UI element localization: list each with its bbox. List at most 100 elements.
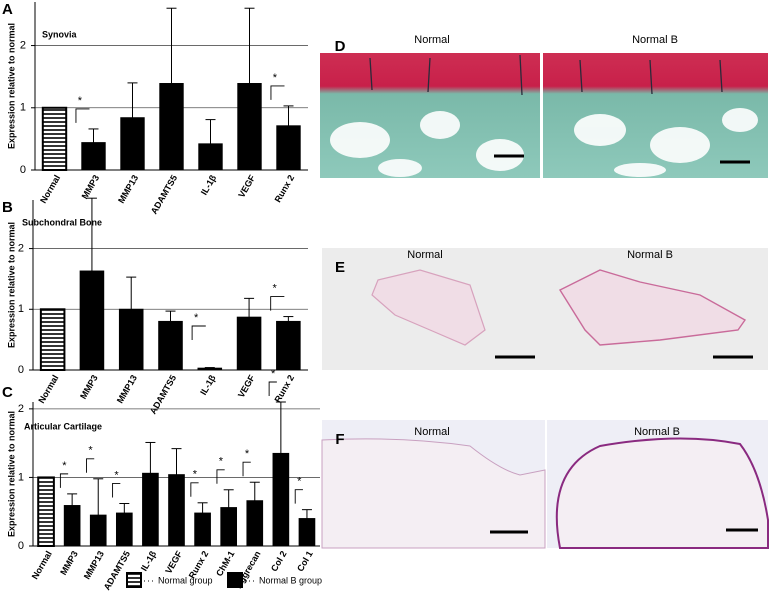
x-tick-label: MMP3: [58, 549, 80, 577]
chart-title: Subchondral Bone: [22, 217, 102, 227]
significance-mark: *: [193, 469, 198, 481]
panel-label: B: [2, 199, 13, 216]
tissue: [321, 438, 546, 549]
x-tick-label: IL-1β: [199, 173, 219, 197]
panel-label: C: [2, 384, 13, 401]
x-tick-label: Col 2: [269, 549, 289, 573]
image-label: Normal: [414, 426, 449, 438]
significance-bracket: [268, 381, 277, 396]
significance-mark: *: [62, 460, 67, 472]
image-label: Normal B: [634, 426, 680, 438]
significance-bracket: [191, 325, 206, 340]
x-tick-label: MMP13: [116, 173, 140, 205]
bar: [81, 142, 106, 171]
x-tick-label: VEGF: [236, 173, 257, 200]
bar: [220, 507, 238, 547]
x-tick-label: MMP3: [80, 173, 102, 201]
x-tick-label: Normal: [36, 373, 60, 405]
histology-panels: [320, 25, 769, 549]
y-tick-label: 0: [18, 364, 24, 376]
x-tick-label: MMP13: [82, 549, 106, 581]
bar: [41, 106, 68, 171]
image-label: Normal: [414, 34, 449, 46]
bar: [168, 474, 185, 547]
bar: [159, 83, 184, 171]
bar: [194, 512, 211, 547]
bar: [276, 320, 301, 371]
bar: [120, 117, 145, 171]
significance-mark: *: [114, 469, 119, 481]
significance-bracket: [270, 296, 285, 311]
legend-label: Normal group: [158, 575, 213, 585]
x-tick-label: IL-1β: [139, 549, 159, 573]
bar: [63, 505, 81, 547]
bar: [118, 308, 144, 371]
y-tick-label: 1: [18, 471, 24, 483]
significance-mark: *: [273, 282, 278, 294]
x-tick-label: ADAMTS5: [148, 373, 178, 416]
bar: [39, 308, 66, 371]
significance-bracket: [242, 461, 251, 477]
significance-mark: *: [297, 476, 302, 488]
significance-mark: *: [219, 456, 224, 468]
x-tick-label: Col 1: [295, 549, 315, 573]
y-axis-label: Expression relative to normal: [6, 222, 16, 348]
significance-mark: *: [273, 72, 278, 84]
x-tick-label: IL-1β: [198, 373, 218, 397]
x-tick-label: Normal: [30, 549, 54, 581]
significance-bracket: [86, 458, 95, 473]
significance-bracket: [75, 108, 90, 123]
y-tick-label: 1: [18, 303, 24, 315]
significance-bracket: [294, 489, 303, 504]
tissue: [371, 269, 486, 346]
bar: [142, 472, 159, 547]
y-tick-label: 2: [20, 39, 26, 51]
chart-title: Synovia: [42, 29, 78, 39]
bar: [89, 514, 107, 547]
bar: [37, 476, 55, 547]
x-tick-label: MMP3: [78, 373, 100, 401]
x-tick-label: Runx 2: [273, 173, 297, 204]
image-bg: [320, 25, 540, 53]
bar: [236, 316, 262, 371]
bar: [198, 143, 223, 171]
significance-bracket: [270, 85, 285, 100]
y-tick-label: 1: [20, 102, 26, 114]
y-axis-label: Expression relative to normal: [6, 23, 16, 149]
x-tick-label: MMP13: [115, 373, 139, 405]
bar: [79, 270, 105, 371]
image-label: Normal B: [627, 249, 673, 261]
image-label: Normal: [407, 249, 442, 261]
legend-label: Normal B group: [259, 575, 322, 585]
y-tick-label: 0: [18, 540, 24, 552]
significance-mark: *: [245, 448, 250, 460]
tissue: [558, 269, 747, 346]
y-tick-label: 2: [18, 403, 24, 415]
significance-bracket: [112, 483, 121, 498]
chart-title: Articular Cartilage: [24, 421, 102, 431]
image-label: Normal B: [632, 34, 678, 46]
x-tick-label: VEGF: [236, 373, 257, 400]
bar: [298, 518, 316, 547]
legend-swatch: [227, 572, 243, 588]
tissue: [555, 437, 769, 549]
x-tick-label: Normal: [38, 173, 62, 205]
image-bg: [543, 25, 768, 53]
significance-mark: *: [271, 368, 276, 380]
bar: [246, 500, 264, 547]
significance-bracket: [216, 469, 225, 484]
bone-marrow-spaces: [330, 108, 758, 177]
significance-mark: *: [78, 95, 83, 107]
y-tick-label: 0: [20, 164, 26, 176]
significance-mark: *: [194, 312, 199, 324]
x-tick-label: Runx 2: [272, 373, 296, 404]
y-axis-label: Expression relative to normal: [6, 411, 16, 537]
cracks: [369, 54, 723, 96]
bar: [276, 125, 301, 171]
bar: [272, 452, 290, 547]
bar: [115, 512, 133, 547]
x-tick-label: ADAMTS5: [149, 173, 179, 216]
panel-label: A: [2, 1, 13, 18]
bar: [237, 83, 262, 171]
